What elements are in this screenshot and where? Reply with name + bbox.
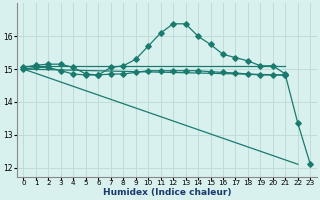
X-axis label: Humidex (Indice chaleur): Humidex (Indice chaleur) <box>103 188 231 197</box>
